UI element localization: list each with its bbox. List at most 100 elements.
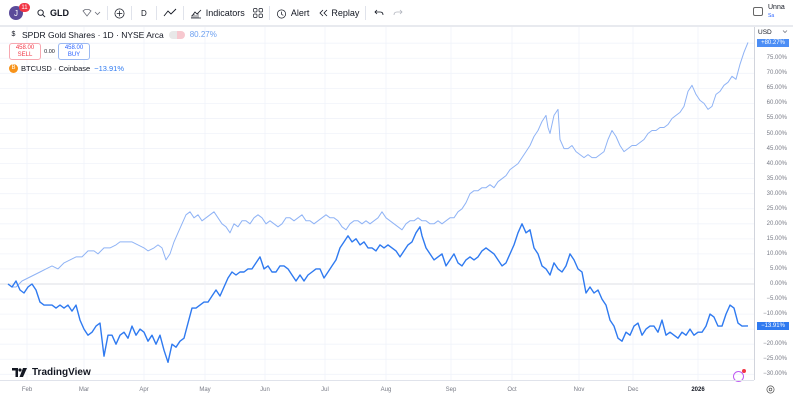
chevron-down-icon[interactable]	[94, 10, 101, 16]
chart-pane[interactable]	[0, 27, 754, 380]
time-axis-label: Nov	[573, 387, 585, 393]
divider	[182, 6, 184, 20]
divider	[107, 6, 108, 20]
price-axis-label: 10.00%	[766, 250, 787, 257]
time-axis-label: Dec	[627, 387, 639, 393]
replay-button[interactable]: Replay	[318, 0, 359, 26]
spread-value: 0.00	[44, 48, 55, 55]
toolbar-divider	[0, 25, 793, 27]
time-axis-label: May	[199, 387, 211, 393]
divider	[268, 6, 270, 20]
divider	[365, 6, 367, 20]
search-icon	[37, 8, 46, 17]
indicators-label: Indicators	[205, 8, 245, 18]
layout-toggle-icon[interactable]	[753, 7, 763, 16]
main-symbol-title: SPDR Gold Shares · 1D · NYSE Arca	[22, 29, 164, 40]
gld-series-line[interactable]	[7, 42, 749, 288]
price-axis-label: 70.00%	[766, 70, 787, 77]
price-axis-label: 45.00%	[766, 145, 787, 152]
time-axis-label: Jun	[260, 387, 270, 393]
alarm-clock-icon	[276, 8, 286, 18]
price-axis-label: 50.00%	[766, 130, 787, 137]
trade-buttons: 458.00 SELL 0.00 458.00 BUY	[9, 43, 217, 60]
redo-icon[interactable]	[393, 9, 403, 17]
dollar-icon: $	[11, 31, 16, 38]
layout-name-label: Unna	[768, 4, 785, 11]
layout-save-status: Sa	[768, 13, 775, 19]
alert-label: Alert	[290, 8, 310, 18]
price-axis-label: 0.00%	[769, 281, 787, 287]
chart-type-line-icon[interactable]	[163, 8, 177, 18]
lightning-icon[interactable]	[733, 369, 746, 382]
btc-last-value-badge: −13.91%	[757, 322, 789, 330]
sell-price: 458.00	[15, 44, 35, 51]
time-axis-label: Aug	[380, 387, 392, 393]
time-axis-label: Apr	[139, 387, 149, 393]
time-axis-label: Oct	[507, 387, 517, 393]
compare-series-legend[interactable]: B BTCUSD · Coinbase −13.91%	[9, 63, 217, 73]
sell-label: SELL	[17, 51, 33, 58]
chart-canvas[interactable]	[0, 27, 754, 380]
top-toolbar: J 11 GLD D Indicators Alert Replay	[0, 0, 793, 26]
currency-selector[interactable]: USD	[758, 29, 788, 36]
price-axis-label: 25.00%	[766, 205, 787, 212]
chevron-down-icon	[782, 30, 788, 34]
symbol-search[interactable]: GLD	[37, 0, 69, 26]
replay-label: Replay	[331, 8, 360, 18]
currency-label: USD	[758, 29, 772, 36]
gld-last-value-badge: +80.27%	[757, 39, 789, 47]
market-status-pill[interactable]	[168, 30, 185, 39]
btc-series-line[interactable]	[7, 223, 749, 363]
tradingview-logo-icon	[12, 368, 27, 377]
time-axis-label: 2026	[691, 387, 705, 393]
price-axis-label: −30.00%	[763, 371, 787, 378]
alert-button[interactable]: Alert	[276, 0, 310, 26]
divider	[131, 6, 132, 20]
price-axis-label: −5.00%	[766, 296, 787, 303]
layout-name[interactable]: Unna Sa	[768, 4, 785, 20]
settings-gear-icon[interactable]	[766, 385, 775, 394]
compare-change-value: −13.91%	[94, 63, 125, 73]
tradingview-logo[interactable]: TradingView	[12, 367, 91, 378]
price-axis-label: 60.00%	[766, 100, 787, 107]
indicators-button[interactable]: Indicators	[190, 0, 245, 26]
layouts-grid-icon[interactable]	[252, 8, 263, 18]
sell-button[interactable]: 458.00 SELL	[9, 43, 41, 60]
price-axis-label: 65.00%	[766, 85, 787, 92]
diamond-icon[interactable]	[82, 9, 92, 17]
divider	[155, 6, 157, 20]
undo-icon[interactable]	[374, 9, 384, 17]
price-axis-label: 75.00%	[766, 55, 787, 62]
price-axis-label: 55.00%	[766, 115, 787, 122]
interval-button[interactable]: D	[141, 8, 147, 18]
price-axis-label: 20.00%	[766, 220, 787, 227]
replay-rewind-icon	[319, 9, 328, 17]
price-axis-label: −20.00%	[763, 341, 787, 348]
tradingview-logo-text: TradingView	[32, 367, 91, 378]
symbol-label: GLD	[50, 8, 69, 18]
indicators-icon	[190, 9, 202, 18]
compare-symbol: BTCUSD · Coinbase	[21, 63, 91, 73]
pill-left	[168, 30, 177, 39]
chart-legend: $ SPDR Gold Shares · 1D · NYSE Arca 80.2…	[9, 29, 217, 73]
price-axis-label: 35.00%	[766, 175, 787, 182]
time-axis-label: Mar	[78, 387, 90, 393]
price-axis-label: 30.00%	[766, 190, 787, 197]
time-axis-label: Sep	[445, 387, 457, 393]
buy-button[interactable]: 458.00 BUY	[58, 43, 90, 60]
compare-add-icon[interactable]	[114, 8, 125, 19]
buy-price: 458.00	[64, 44, 84, 51]
main-series-legend[interactable]: $ SPDR Gold Shares · 1D · NYSE Arca 80.2…	[9, 29, 217, 40]
main-change-value: 80.27%	[189, 30, 217, 39]
buy-label: BUY	[67, 51, 81, 58]
time-axis-label: Jul	[321, 387, 329, 393]
price-axis-label: 40.00%	[766, 160, 787, 167]
notification-badge: 11	[19, 3, 30, 12]
price-axis-label: −25.00%	[763, 356, 787, 363]
time-axis[interactable]: Feb Mar Apr May Jun Jul Aug Sep Oct Nov Dec 2026	[0, 380, 754, 400]
price-axis-label: 15.00%	[766, 235, 787, 242]
bitcoin-icon: B	[9, 63, 18, 73]
price-axis[interactable]: 75.00% 70.00% 65.00% 60.00% 55.00% 50.00% 45.0…	[754, 27, 793, 380]
pill-right	[176, 30, 185, 39]
price-axis-label: −10.00%	[763, 311, 787, 318]
